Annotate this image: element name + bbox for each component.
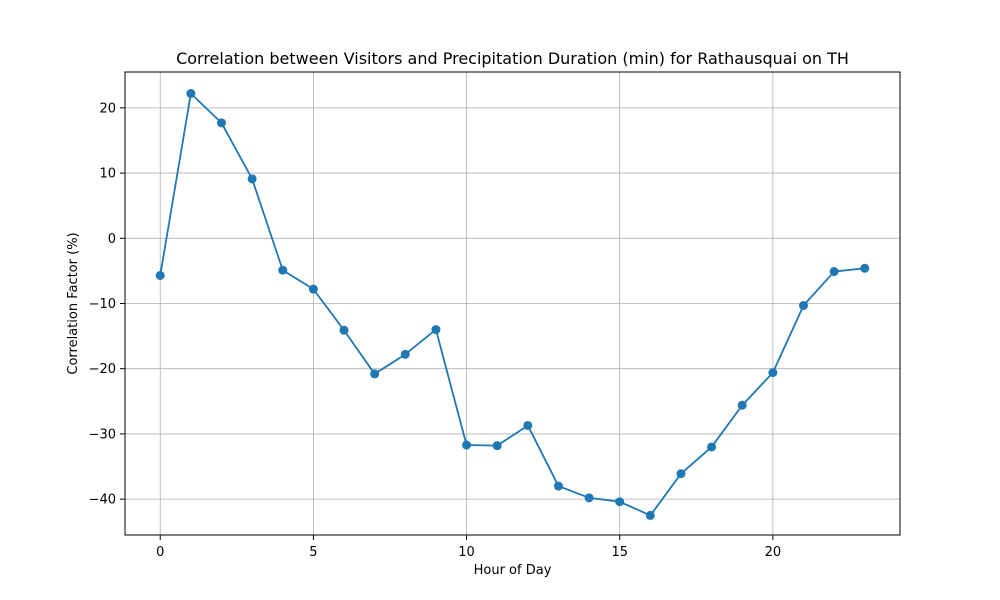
data-point <box>492 441 502 451</box>
grid <box>125 72 900 535</box>
chart-title: Correlation between Visitors and Precipi… <box>176 49 849 68</box>
data-point <box>860 263 870 273</box>
data-point <box>339 325 349 335</box>
y-tick-label: −40 <box>89 493 116 508</box>
data-point <box>186 89 196 99</box>
data-point <box>278 265 288 275</box>
data-point <box>370 369 380 379</box>
x-axis-label: Hour of Day <box>474 563 552 578</box>
data-point <box>247 174 257 184</box>
data-point <box>400 349 410 359</box>
data-point <box>155 270 165 280</box>
data-point <box>308 284 318 294</box>
data-point <box>523 420 533 430</box>
data-point <box>553 481 563 491</box>
data-point <box>216 118 226 128</box>
x-tick-label: 0 <box>156 545 164 560</box>
series-line <box>159 92 865 517</box>
y-tick-label: −30 <box>89 427 116 442</box>
data-point <box>431 325 441 335</box>
x-tick-label: 15 <box>611 545 628 560</box>
data-point <box>615 497 625 507</box>
data-point <box>584 493 594 503</box>
data-point <box>829 267 839 277</box>
series-layer <box>155 89 870 520</box>
data-point <box>462 440 472 450</box>
data-point <box>645 510 655 520</box>
y-axis-label: Correlation Factor (%) <box>66 232 81 374</box>
x-tick-label: 5 <box>309 545 317 560</box>
data-point <box>707 442 717 452</box>
x-tick-label: 10 <box>458 545 475 560</box>
y-tick-label: −20 <box>89 362 116 377</box>
data-point <box>768 368 778 378</box>
x-tick-label: 20 <box>765 545 782 560</box>
y-axis: 20 10 0 −10 −20 −30 −40 <box>89 101 125 508</box>
x-axis: 0 5 10 15 20 <box>156 535 781 560</box>
y-tick-label: 0 <box>108 232 116 247</box>
data-point <box>799 300 809 310</box>
y-tick-label: −10 <box>89 297 116 312</box>
data-point <box>676 469 686 479</box>
y-tick-label: 10 <box>99 167 116 182</box>
y-tick-label: 20 <box>99 101 116 116</box>
data-point <box>737 400 747 410</box>
